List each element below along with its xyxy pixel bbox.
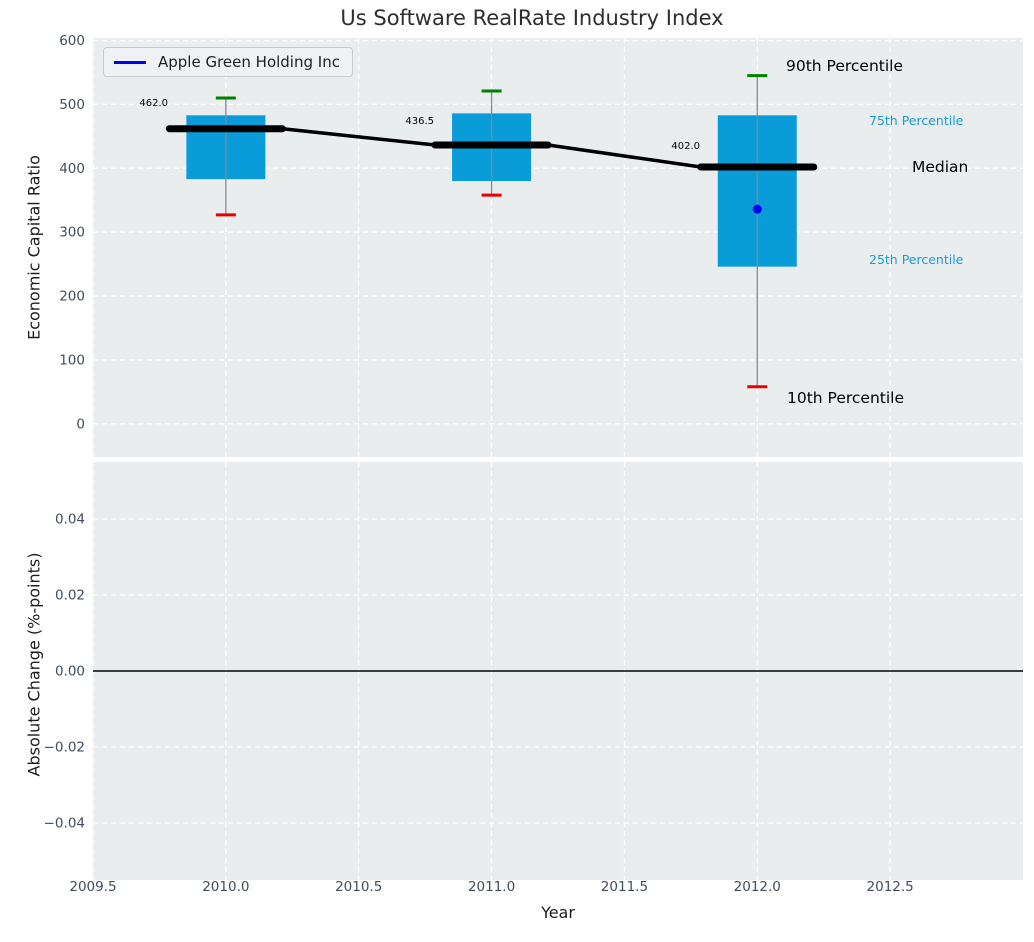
top-y-tick-label: 0 <box>76 416 85 432</box>
top-y-axis-label: Economic Capital Ratio <box>24 155 44 340</box>
bottom-y-tick-label: −0.02 <box>44 740 85 756</box>
top-y-tick-label: 500 <box>59 97 85 113</box>
annotation-10th-percentile: 10th Percentile <box>787 389 905 407</box>
top-y-tick-label: 600 <box>59 33 85 49</box>
bottom-y-tick-label: −0.04 <box>44 816 85 832</box>
median-connector <box>282 126 436 147</box>
x-tick-label: 2010.0 <box>202 879 249 895</box>
legend: Apple Green Holding Inc <box>103 47 353 77</box>
top-axes-background <box>93 38 1023 457</box>
bottom-y-tick-label: 0.00 <box>55 664 85 680</box>
top-y-tick-label: 100 <box>59 352 85 368</box>
annotation-75th-percentile: 75th Percentile <box>869 113 964 128</box>
bottom-y-tick-label: 0.02 <box>55 588 85 604</box>
median-value-2011: 436.5 <box>405 116 434 127</box>
bottom-y-axis-label: Absolute Change (%-points) <box>24 552 44 777</box>
median-connector <box>547 143 702 169</box>
x-axis-label: Year <box>541 903 575 922</box>
top-y-tick-label: 200 <box>59 289 85 305</box>
top-y-tick-label: 400 <box>59 161 85 177</box>
x-tick-label: 2009.5 <box>69 879 116 895</box>
bottom-y-tick-label: 0.04 <box>55 512 85 528</box>
chart-title: Us Software RealRate Industry Index <box>340 6 724 30</box>
x-tick-label: 2011.0 <box>468 879 515 895</box>
x-tick-label: 2012.5 <box>867 879 914 895</box>
x-tick-label: 2011.5 <box>601 879 648 895</box>
top-y-tick-label: 300 <box>59 225 85 241</box>
annotation-90th-percentile: 90th Percentile <box>786 57 904 75</box>
legend-label: Apple Green Holding Inc <box>158 52 340 71</box>
x-tick-label: 2010.5 <box>335 879 382 895</box>
annotation-25th-percentile: 25th Percentile <box>869 252 964 267</box>
median-value-2010: 462.0 <box>139 98 168 109</box>
median-value-2012: 402.0 <box>671 141 700 152</box>
annotation-median: Median <box>912 158 969 176</box>
company-point <box>752 204 762 214</box>
x-tick-label: 2012.0 <box>734 879 781 895</box>
legend-line-swatch <box>114 60 146 64</box>
